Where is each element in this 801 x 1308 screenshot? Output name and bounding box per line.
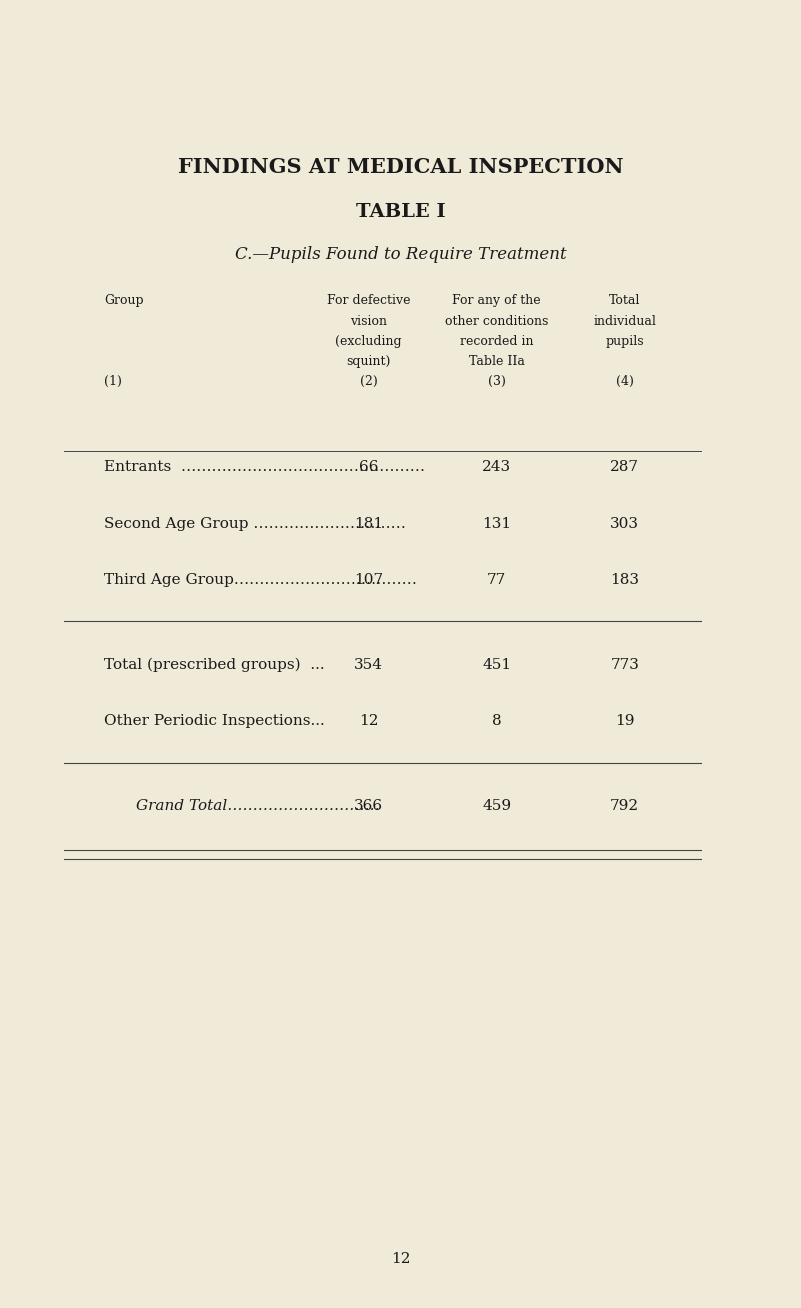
Text: Table IIa: Table IIa: [469, 354, 525, 368]
Text: 354: 354: [354, 658, 383, 672]
Text: 303: 303: [610, 517, 639, 531]
Text: Group: Group: [104, 294, 143, 307]
Text: 773: 773: [610, 658, 639, 672]
Text: 792: 792: [610, 799, 639, 814]
Text: (2): (2): [360, 375, 377, 388]
Text: 183: 183: [610, 573, 639, 587]
Text: 451: 451: [482, 658, 511, 672]
Text: (1): (1): [104, 375, 122, 388]
Text: TABLE I: TABLE I: [356, 203, 445, 221]
Text: Second Age Group …………………………: Second Age Group …………………………: [104, 517, 406, 531]
Text: Total: Total: [609, 294, 641, 307]
Text: 366: 366: [354, 799, 383, 814]
Text: Grand Total…………………………: Grand Total…………………………: [136, 799, 380, 814]
Text: 12: 12: [391, 1252, 410, 1266]
Text: 181: 181: [354, 517, 383, 531]
Text: vision: vision: [350, 314, 387, 327]
Text: 459: 459: [482, 799, 511, 814]
Text: recorded in: recorded in: [460, 335, 533, 348]
Text: 77: 77: [487, 573, 506, 587]
Text: 287: 287: [610, 460, 639, 475]
Text: pupils: pupils: [606, 335, 644, 348]
Text: Third Age Group………………………………: Third Age Group………………………………: [104, 573, 417, 587]
Text: (excluding: (excluding: [335, 335, 402, 348]
Text: 131: 131: [482, 517, 511, 531]
Text: (3): (3): [488, 375, 505, 388]
Text: Other Periodic Inspections...: Other Periodic Inspections...: [104, 714, 325, 729]
Text: FINDINGS AT MEDICAL INSPECTION: FINDINGS AT MEDICAL INSPECTION: [178, 157, 623, 177]
Text: Total (prescribed groups)  ...: Total (prescribed groups) ...: [104, 658, 324, 672]
Text: individual: individual: [594, 314, 656, 327]
Text: 19: 19: [615, 714, 634, 729]
Text: other conditions: other conditions: [445, 314, 549, 327]
Text: (4): (4): [616, 375, 634, 388]
Text: 8: 8: [492, 714, 501, 729]
Text: For any of the: For any of the: [453, 294, 541, 307]
Text: Entrants  …………………………………………: Entrants …………………………………………: [104, 460, 425, 475]
Text: 107: 107: [354, 573, 383, 587]
Text: For defective: For defective: [327, 294, 410, 307]
Text: 243: 243: [482, 460, 511, 475]
Text: 12: 12: [359, 714, 378, 729]
Text: 66: 66: [359, 460, 378, 475]
Text: C.—Pupils Found to Require Treatment: C.—Pupils Found to Require Treatment: [235, 246, 566, 263]
Text: squint): squint): [346, 354, 391, 368]
